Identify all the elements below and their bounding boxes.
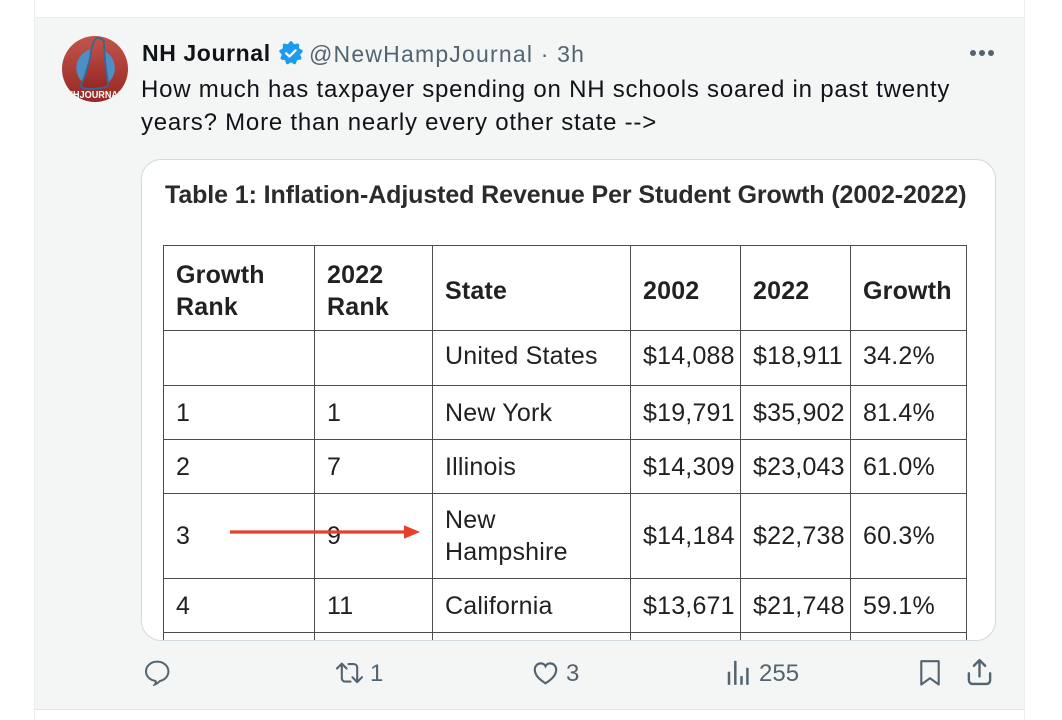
svg-text:NHJOURNAL: NHJOURNAL <box>67 90 124 101</box>
